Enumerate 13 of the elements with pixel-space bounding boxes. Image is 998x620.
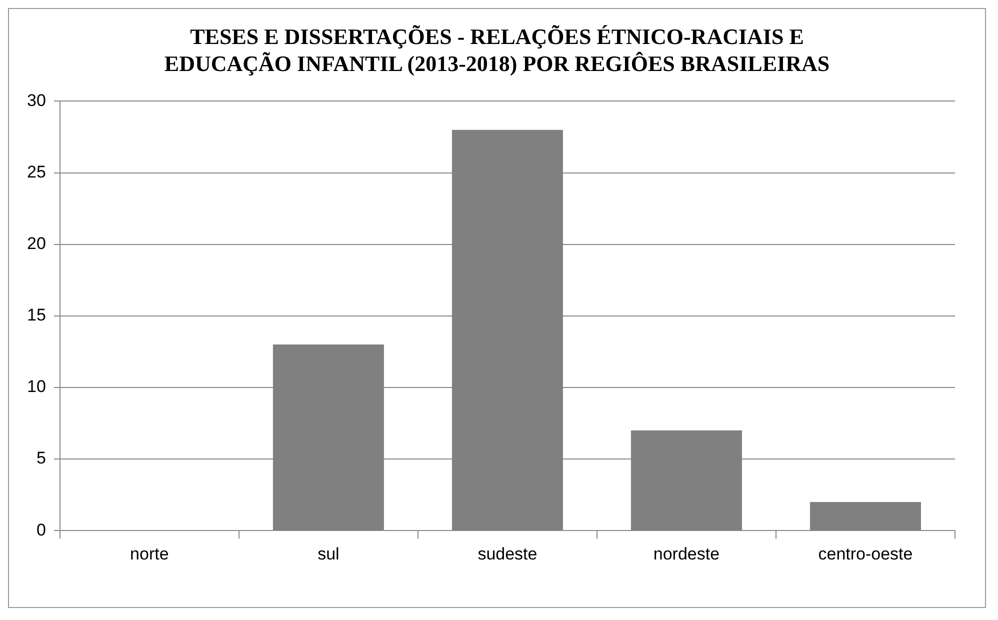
x-tick-label: sudeste	[478, 544, 538, 564]
y-tick-label: 30	[26, 90, 46, 110]
x-tick-label: sul	[318, 544, 340, 564]
y-tick-label: 15	[26, 306, 46, 325]
y-tick-label: 5	[36, 448, 46, 468]
x-tick-label: nordeste	[653, 544, 720, 564]
y-tick-label: 20	[26, 234, 46, 254]
x-tick-label: centro-oeste	[818, 544, 913, 564]
y-tick-label: 25	[26, 162, 46, 182]
x-tick-label: norte	[130, 544, 169, 564]
chart-title: TESES E DISSERTAÇÕES - RELAÇÕES ÉTNICO-RACIAIS E EDUCAÇÃO INFANTIL (2013-2018) POR REGIÔES BRASILEIRAS	[163, 23, 831, 77]
y-tick-label: 0	[36, 520, 46, 540]
y-tick-label: 10	[26, 377, 46, 396]
